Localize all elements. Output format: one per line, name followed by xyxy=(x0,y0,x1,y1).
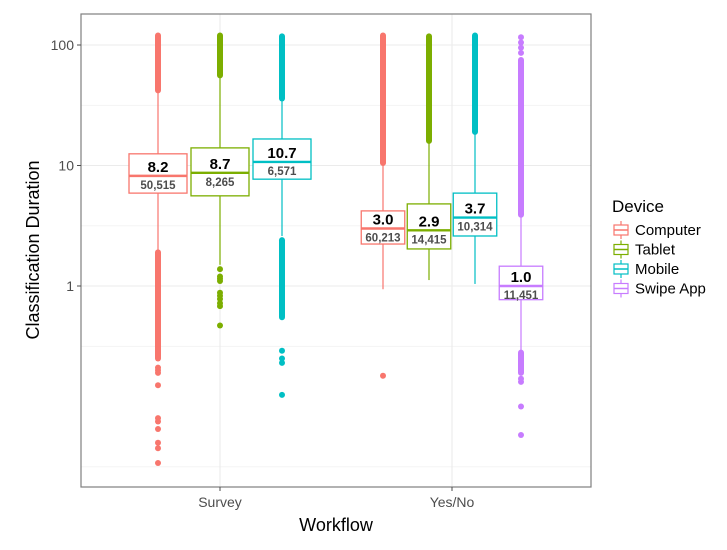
y-tick-label: 100 xyxy=(51,37,75,53)
outlier-point xyxy=(518,34,524,41)
outlier-point xyxy=(155,418,161,425)
median-label: 10.7 xyxy=(267,145,296,162)
outlier-point xyxy=(279,355,285,362)
count-label: 14,415 xyxy=(411,234,447,246)
box-iqr xyxy=(406,203,452,250)
y-axis: 1 10 100 xyxy=(51,37,81,294)
median-label: 8.2 xyxy=(148,159,169,176)
box-computer-survey: 8.2 50,515 xyxy=(128,32,188,466)
outlier-point xyxy=(217,296,223,303)
legend-label: Swipe App xyxy=(635,281,706,298)
outlier-point xyxy=(217,303,223,310)
box-iqr xyxy=(452,192,498,237)
outlier-point xyxy=(518,44,524,51)
box-iqr xyxy=(498,265,544,301)
outlier-point xyxy=(217,266,223,273)
outlier-point xyxy=(155,382,161,389)
outlier-point xyxy=(518,432,524,439)
box-mobile-yesno: 3.7 10,314 xyxy=(452,32,498,284)
legend-label: Tablet xyxy=(635,242,676,259)
outlier-point xyxy=(217,278,223,285)
outlier-point xyxy=(518,39,524,46)
legend: Device Computer Tablet Mobile Swipe App xyxy=(612,197,706,298)
box-tablet-survey: 8.7 8,265 xyxy=(190,32,250,329)
outlier-point xyxy=(217,322,223,329)
y-tick-label: 1 xyxy=(66,278,74,294)
legend-label: Mobile xyxy=(635,261,679,278)
median-label: 2.9 xyxy=(419,213,440,230)
legend-title: Device xyxy=(612,197,664,216)
outlier-point xyxy=(380,372,386,379)
box-swipe-app-yesno: 1.0 11,451 xyxy=(498,34,544,439)
box-iqr xyxy=(128,153,188,194)
x-axis-title: Workflow xyxy=(299,515,374,535)
median-label: 3.0 xyxy=(373,212,394,229)
outlier-point xyxy=(155,445,161,452)
legend-item-mobile: Mobile xyxy=(613,260,679,278)
count-label: 8,265 xyxy=(206,177,235,189)
legend-item-swipe-app: Swipe App xyxy=(613,279,706,298)
box-computer-yesno: 3.0 60,213 xyxy=(360,32,406,379)
legend-label: Computer xyxy=(635,222,701,239)
outlier-point xyxy=(155,426,161,433)
y-axis-title: Classification Duration xyxy=(23,160,43,339)
plot-marks: 8.2 50,515 8.7 8,265 10.7 6,571 3.0 60,213 2.9 14… xyxy=(128,32,544,466)
count-label: 60,213 xyxy=(365,233,400,245)
outlier-point xyxy=(518,378,524,385)
y-tick-label: 10 xyxy=(58,158,74,174)
outlier-point xyxy=(155,369,161,376)
outlier-point xyxy=(279,347,285,354)
median-label: 8.7 xyxy=(210,156,231,173)
box-mobile-survey: 10.7 6,571 xyxy=(252,33,312,398)
outlier-point xyxy=(155,459,161,466)
outlier-point xyxy=(279,359,285,366)
box-tablet-yesno: 2.9 14,415 xyxy=(406,33,452,281)
outlier-point xyxy=(518,49,524,56)
x-axis: Survey Yes/No xyxy=(198,487,475,510)
x-tick-label: Survey xyxy=(198,494,242,510)
legend-item-computer: Computer xyxy=(613,221,701,239)
median-label: 3.7 xyxy=(465,201,486,218)
count-label: 6,571 xyxy=(268,166,297,178)
count-label: 11,451 xyxy=(504,290,539,302)
median-label: 1.0 xyxy=(511,269,532,286)
count-label: 10,314 xyxy=(457,222,493,234)
plot-panel xyxy=(80,13,592,488)
count-label: 50,515 xyxy=(140,180,176,192)
legend-item-tablet: Tablet xyxy=(613,240,676,259)
outlier-point xyxy=(279,391,285,398)
box-iqr xyxy=(252,138,312,180)
outlier-point xyxy=(518,403,524,410)
x-tick-label: Yes/No xyxy=(430,494,475,510)
outlier-point xyxy=(155,439,161,446)
